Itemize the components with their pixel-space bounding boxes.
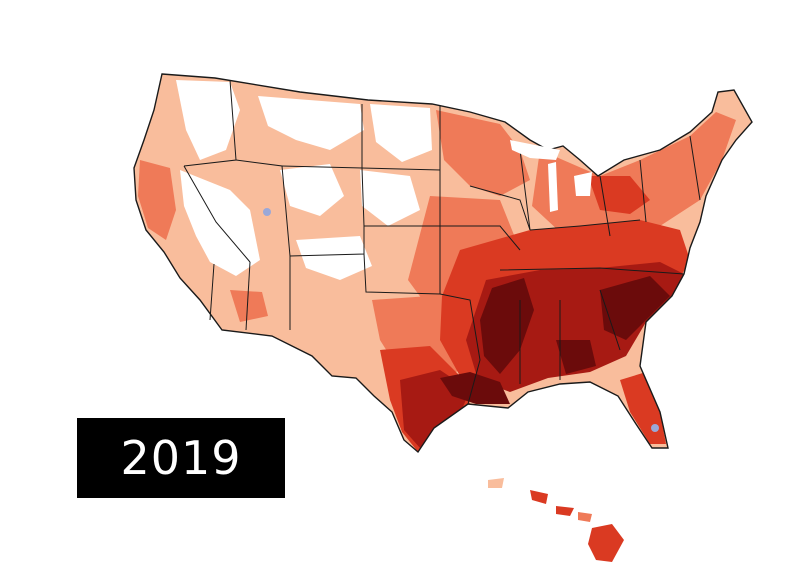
level-2-area xyxy=(532,112,736,236)
level-5-area xyxy=(440,372,510,404)
level-2-area xyxy=(138,160,176,240)
level-0-area xyxy=(296,236,372,280)
minimum-spot xyxy=(651,424,659,432)
level-0-area xyxy=(360,170,420,226)
level-0-area xyxy=(280,164,344,216)
level-2-area xyxy=(230,290,268,322)
level-2-area xyxy=(436,110,530,196)
level-0-area xyxy=(370,104,432,162)
level-5-area xyxy=(556,340,596,374)
hawaii-island xyxy=(588,524,624,562)
great-lakes xyxy=(574,172,592,196)
hawaii-island xyxy=(556,506,574,516)
great-lakes xyxy=(548,162,558,212)
continental-us xyxy=(133,73,753,454)
minimum-spot xyxy=(263,208,271,216)
us-outline xyxy=(133,73,753,454)
state-borders xyxy=(183,79,701,405)
level-5-area xyxy=(600,276,670,340)
year-label: 2019 xyxy=(77,418,285,498)
great-lakes xyxy=(510,140,560,160)
hawaii xyxy=(488,478,624,562)
hawaii-island xyxy=(578,512,592,522)
hawaii-island xyxy=(488,478,504,488)
level-3-area xyxy=(588,176,650,214)
heat-index-shading xyxy=(138,80,736,452)
hawaii-island xyxy=(530,490,548,504)
level-0-area xyxy=(258,96,364,150)
level-0-area xyxy=(176,80,240,160)
